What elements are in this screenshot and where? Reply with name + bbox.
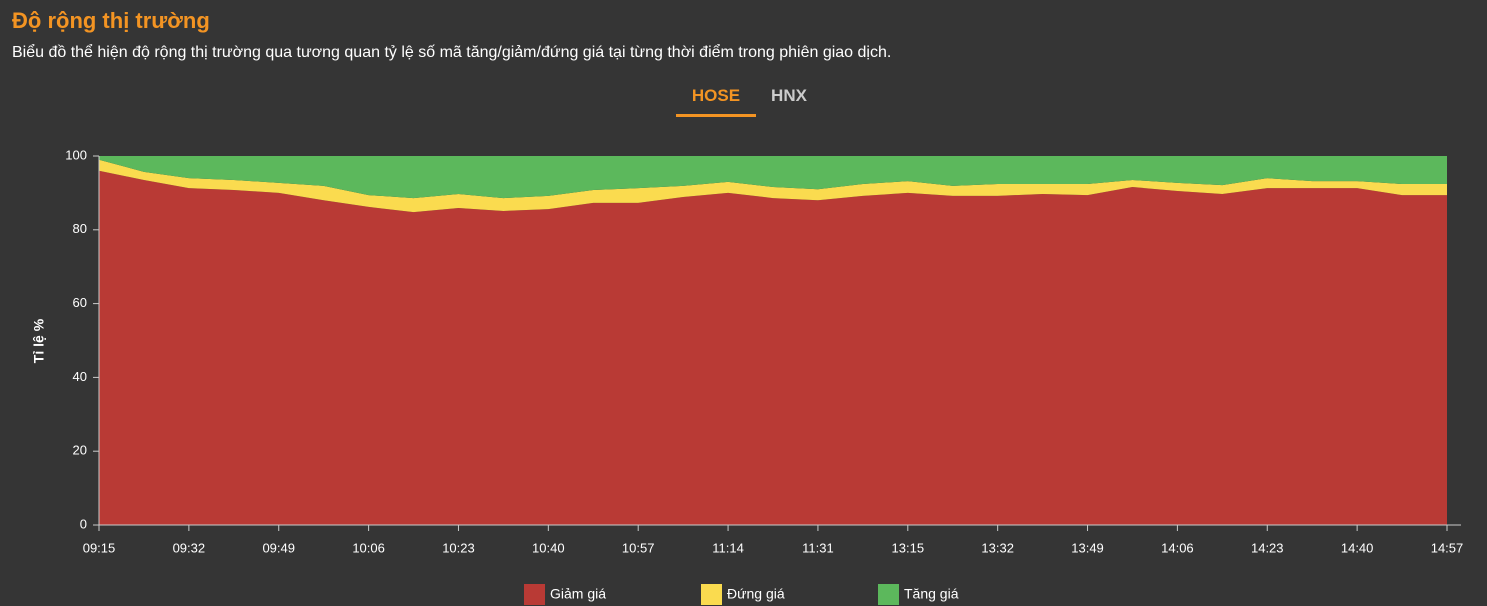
legend-swatch[interactable]: [524, 584, 545, 605]
x-tick-label: 09:32: [173, 540, 206, 555]
x-tick-label: 10:57: [622, 540, 655, 555]
legend-swatch[interactable]: [701, 584, 722, 605]
x-tick-label: 11:14: [712, 540, 744, 555]
y-tick-label: 40: [73, 369, 87, 384]
page-title: Độ rộng thị trường: [12, 8, 210, 33]
x-tick-label: 14:06: [1161, 540, 1194, 555]
legend-label[interactable]: Tăng giá: [904, 586, 959, 602]
x-tick-label: 10:40: [532, 540, 565, 555]
x-tick-label: 14:57: [1431, 540, 1464, 555]
legend-swatch[interactable]: [878, 584, 899, 605]
x-tick-label: 10:23: [442, 540, 475, 555]
x-tick-label: 09:15: [83, 540, 116, 555]
x-tick-label: 11:31: [802, 540, 834, 555]
x-tick-label: 10:06: [352, 540, 385, 555]
y-axis-label: Tỉ lệ %: [31, 318, 47, 363]
x-tick-label: 13:15: [892, 540, 925, 555]
y-tick-label: 60: [73, 295, 87, 310]
x-tick-label: 14:23: [1251, 540, 1284, 555]
x-tick-label: 13:32: [981, 540, 1014, 555]
page-subtitle: Biểu đồ thể hiện độ rộng thị trường qua …: [12, 44, 892, 61]
x-tick-label: 09:49: [262, 540, 295, 555]
y-tick-label: 0: [80, 516, 87, 531]
y-tick-label: 100: [65, 147, 87, 162]
area: [99, 156, 1447, 199]
area: [99, 170, 1447, 525]
area: [99, 159, 1447, 213]
tab[interactable]: HOSE: [676, 86, 756, 117]
tab[interactable]: HNX: [771, 86, 807, 105]
legend-label[interactable]: Đứng giá: [727, 586, 785, 602]
y-tick-label: 80: [73, 221, 87, 236]
x-tick-label: 14:40: [1341, 540, 1374, 555]
x-tick-label: 13:49: [1071, 540, 1104, 555]
legend-label[interactable]: Giảm giá: [550, 586, 606, 602]
y-tick-label: 20: [73, 443, 87, 458]
